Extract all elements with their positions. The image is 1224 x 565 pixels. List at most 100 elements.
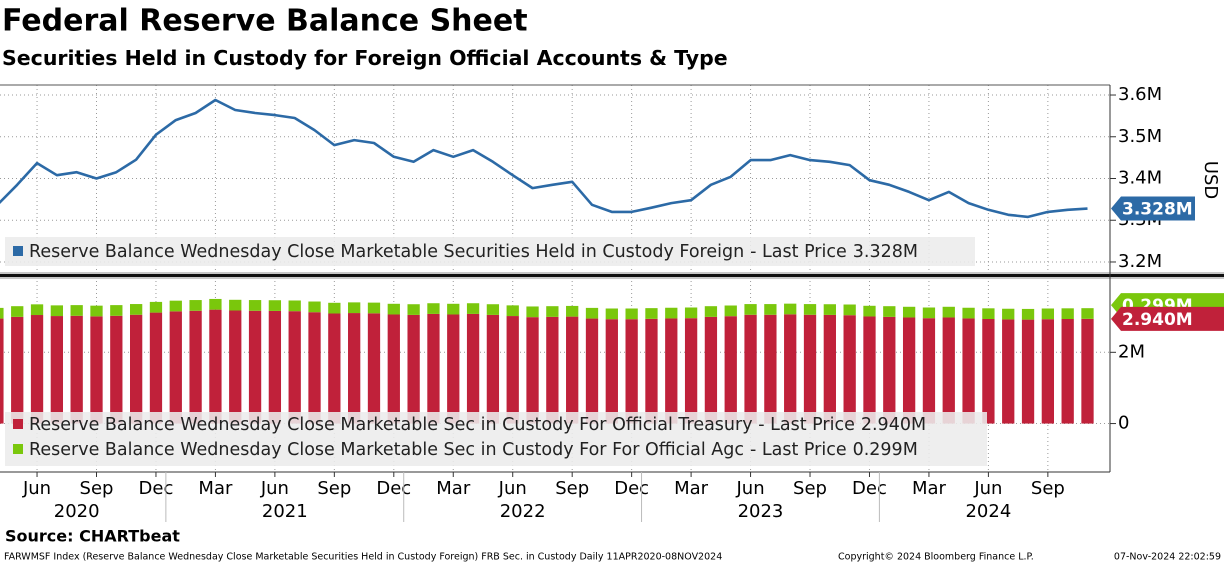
bar-segment: [11, 316, 24, 424]
bar-segment: [129, 314, 143, 424]
x-tick-label: Jun: [735, 478, 764, 499]
bar-segment: [803, 304, 817, 315]
bar-segment: [942, 317, 955, 424]
bar-segment: [367, 302, 381, 314]
bar-segment: [288, 300, 301, 312]
legend-text: Reserve Balance Wednesday Close Marketab…: [29, 440, 744, 460]
legend-text: - Last Price: [750, 242, 847, 262]
x-tick-label: Jun: [22, 478, 51, 499]
x-tick-label: Sep: [317, 478, 351, 499]
bar-segment: [348, 313, 361, 424]
x-tick-label: Sep: [793, 478, 827, 499]
x-year-label: 2021: [262, 501, 308, 522]
bar-segment: [466, 313, 480, 424]
bar-segment: [407, 304, 420, 315]
bar-segment: [110, 305, 123, 316]
footer-left: FARWMSF Index (Reserve Balance Wednesday…: [4, 552, 722, 563]
bar-segment: [982, 308, 995, 320]
bar-segment: [665, 307, 678, 319]
bar-segment: [863, 316, 876, 424]
bar-segment: [149, 312, 163, 424]
bar-segment: [447, 303, 460, 315]
subtitle: Securities Held in Custody for Foreign O…: [2, 46, 728, 70]
x-tick-label: Jun: [260, 478, 289, 499]
bar-segment: [922, 307, 936, 319]
bar-segment: [30, 315, 44, 424]
bar-segment: [1002, 319, 1015, 424]
bar-segment: [1061, 319, 1074, 424]
bar-segment: [427, 303, 440, 314]
bar-segment: [169, 300, 182, 312]
footer-center: Copyright© 2024 Bloomberg Finance L.P.: [838, 552, 1034, 563]
bar-segment: [823, 304, 836, 315]
bar-segment: [268, 300, 282, 311]
legend-text: - Last Price: [758, 415, 855, 435]
bar-segment: [129, 304, 143, 315]
legend-swatch: [13, 444, 23, 454]
x-year-label: 2024: [965, 501, 1011, 522]
bar-segment: [764, 304, 777, 315]
legend-box: [5, 237, 975, 266]
bar-segment: [684, 318, 698, 424]
legend-entry: Reserve Balance Wednesday Close Marketab…: [29, 415, 926, 435]
bar-segment: [30, 304, 44, 316]
bar-segment: [585, 318, 599, 424]
bar-segment: [526, 306, 539, 318]
legend-entry: Reserve Balance Wednesday Close Marketab…: [29, 242, 918, 262]
bar-segment: [625, 319, 638, 424]
y-tick-label: 3.6M: [1118, 84, 1162, 105]
legend-entry: Reserve Balance Wednesday Close Marketab…: [29, 440, 918, 460]
bar-segment: [863, 305, 876, 317]
bar-segment: [169, 311, 182, 424]
bar-segment: [229, 299, 242, 311]
bar-segment: [90, 305, 103, 317]
x-year-label: 2020: [54, 501, 100, 522]
bar-segment: [248, 300, 262, 311]
last-price-label: 3.328M: [1122, 200, 1193, 220]
bar-segment: [566, 316, 579, 424]
legend-swatch: [13, 246, 23, 256]
bar-segment: [1041, 319, 1055, 424]
bar-segment: [843, 315, 856, 424]
bar-segment: [744, 304, 757, 315]
bar-segment: [902, 317, 916, 424]
bar-segment: [189, 310, 202, 424]
bar-segment: [605, 319, 618, 424]
legend-text: Reserve Balance Wednesday Close Marketab…: [29, 415, 752, 435]
bar-segment: [883, 316, 896, 424]
title: Federal Reserve Balance Sheet: [2, 4, 528, 39]
legend-text: 0.299M: [853, 440, 918, 460]
bar-segment: [1041, 308, 1055, 320]
bar-segment: [0, 307, 4, 319]
legend-text: - Last Price: [750, 440, 847, 460]
x-tick-label: Mar: [674, 478, 709, 499]
data-layer: [0, 98, 1094, 424]
last-price-label: 2.940M: [1122, 310, 1193, 330]
y-tick-label: 2M: [1118, 341, 1145, 362]
bar-segment: [209, 298, 222, 310]
x-tick-label: Mar: [912, 478, 947, 499]
bar-segment: [447, 314, 460, 424]
y-axis-label: USD: [1200, 161, 1221, 199]
bar-segment: [1021, 308, 1035, 320]
x-year-label: 2023: [738, 501, 784, 522]
bar-segment: [288, 311, 301, 424]
bar-segment: [645, 308, 658, 319]
bar-segment: [0, 318, 4, 424]
bar-segment: [308, 312, 321, 424]
bar-segment: [704, 306, 718, 317]
x-tick-label: Jun: [973, 478, 1002, 499]
legend-text: 2.940M: [861, 415, 926, 435]
bar-segment: [486, 304, 500, 315]
x-year-label: 2022: [500, 501, 546, 522]
x-tick-label: Dec: [376, 478, 411, 499]
bar-segment: [962, 307, 975, 319]
bar-segment: [546, 316, 559, 424]
bar-segment: [506, 305, 519, 317]
bar-segment: [526, 317, 539, 424]
bar-segment: [724, 305, 737, 317]
bar-segment: [784, 314, 797, 424]
bar-segment: [982, 319, 995, 424]
bar-segment: [367, 313, 381, 424]
